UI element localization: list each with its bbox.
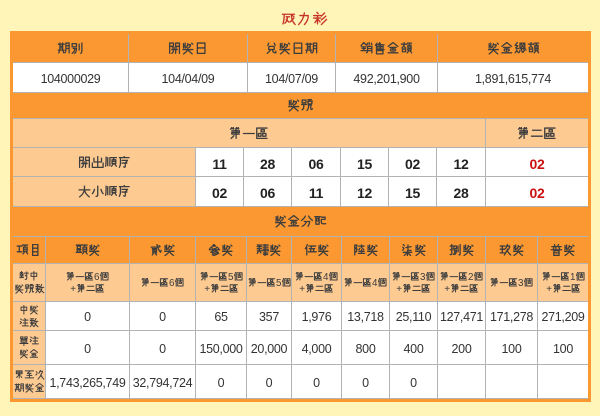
svg-text:5: 5 (228, 272, 234, 281)
svg-text:2: 2 (468, 272, 473, 281)
svg-text:+: + (204, 284, 210, 293)
svg-text:6: 6 (169, 278, 175, 287)
svg-text:+: + (444, 284, 450, 293)
svg-text:5: 5 (276, 278, 282, 287)
svg-text:+: + (396, 284, 402, 293)
svg-text:3: 3 (420, 272, 426, 281)
svg-text:+: + (299, 284, 305, 293)
svg-text:4: 4 (372, 278, 378, 287)
svg-text:6: 6 (94, 272, 100, 281)
svg-text:1: 1 (570, 272, 575, 281)
svg-text:3: 3 (518, 278, 524, 287)
svg-text:+: + (70, 284, 76, 293)
svg-text:+: + (546, 284, 552, 293)
svg-text:4: 4 (323, 272, 329, 281)
